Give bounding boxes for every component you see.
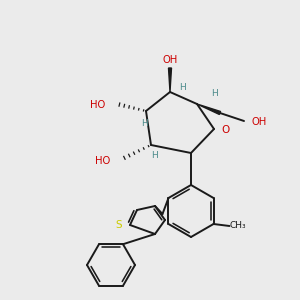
Polygon shape: [197, 104, 220, 115]
Text: CH₃: CH₃: [229, 221, 246, 230]
Text: H: H: [211, 89, 218, 98]
Text: OH: OH: [162, 55, 178, 65]
Text: OH: OH: [252, 117, 267, 127]
Text: O: O: [221, 125, 229, 135]
Text: H: H: [178, 82, 185, 91]
Text: H: H: [141, 118, 147, 127]
Text: HO: HO: [90, 100, 105, 110]
Text: H: H: [152, 152, 158, 160]
Text: HO: HO: [95, 156, 110, 166]
Polygon shape: [169, 68, 172, 92]
Text: S: S: [116, 220, 122, 230]
